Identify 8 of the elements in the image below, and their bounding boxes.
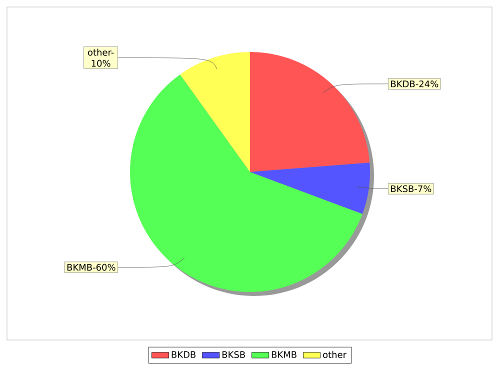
data-label: BKDB-24% (391, 80, 438, 88)
legend-label: BKMB (272, 351, 296, 358)
legend-label: BKDB (172, 351, 196, 358)
legend-label: other (323, 351, 347, 358)
legend-label: BKSB (222, 351, 245, 358)
data-label: other-10% (88, 48, 114, 67)
data-label: BKMB-60% (67, 264, 116, 271)
data-label: BKSB-7% (391, 185, 432, 192)
